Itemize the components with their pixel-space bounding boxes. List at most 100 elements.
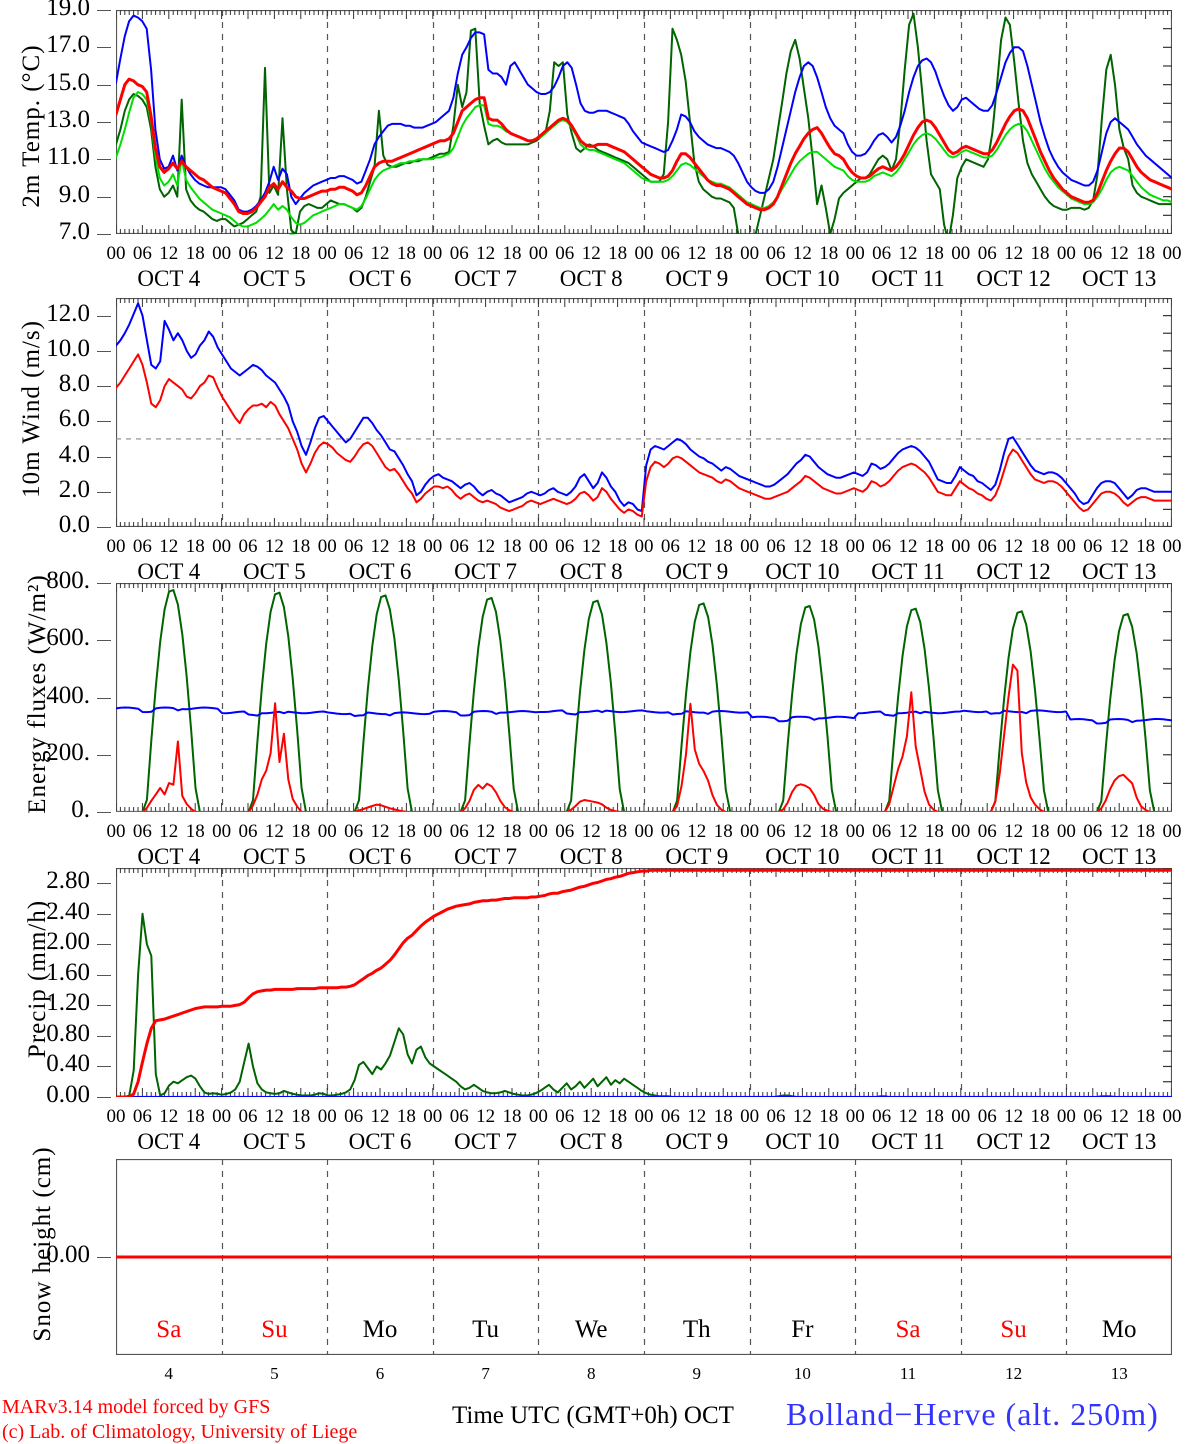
hour-tick-label: 18 — [819, 1106, 839, 1127]
hour-tick-label: 00 — [634, 1106, 654, 1127]
y-tick-mark — [97, 812, 111, 813]
hour-tick-label: 18 — [608, 1106, 628, 1127]
hour-tick-label: 18 — [608, 536, 628, 557]
y-tick-mark — [97, 697, 111, 699]
weekday-label: Sa — [156, 1316, 182, 1343]
hour-tick-label: 12 — [264, 536, 284, 557]
y-tick-mark — [97, 47, 111, 49]
y-tick-mark — [97, 913, 111, 915]
hour-tick-label: 00 — [845, 821, 865, 842]
hour-tick-label: 18 — [1136, 1106, 1156, 1127]
y-tick-label: 1.20 — [46, 989, 90, 1017]
hour-tick-label: 12 — [476, 536, 496, 557]
weekday-label: Th — [682, 1316, 711, 1343]
hour-tick-label: 00 — [212, 821, 232, 842]
date-tick-label: OCT 9 — [665, 266, 729, 291]
date-tick-label: OCT 8 — [559, 559, 623, 584]
hour-tick-label: 18 — [291, 536, 311, 557]
hour-tick-label: 18 — [608, 243, 628, 264]
hour-tick-label: 06 — [344, 243, 364, 264]
y-tick-mark — [97, 883, 111, 885]
hour-tick-label: 00 — [740, 243, 760, 264]
hour-tick-label: 00 — [1162, 1106, 1182, 1127]
weekday-label: Mo — [362, 1316, 398, 1343]
hour-tick-label: 12 — [1109, 243, 1129, 264]
hour-tick-label: 18 — [502, 1106, 522, 1127]
hour-tick-label: 18 — [502, 536, 522, 557]
y-tick-mark — [97, 456, 111, 458]
hour-tick-label: 06 — [238, 536, 258, 557]
hour-tick-label: 18 — [185, 536, 205, 557]
hour-tick-label: 06 — [977, 243, 997, 264]
date-tick-label: OCT 7 — [454, 266, 518, 291]
day-number-label: 9 — [692, 1364, 702, 1383]
y-tick-label: 11.0 — [47, 143, 90, 171]
y-tick-label: 0.00 — [46, 1081, 90, 1108]
hour-tick-label: 00 — [1056, 1106, 1076, 1127]
date-tick-label: OCT 10 — [765, 559, 840, 584]
hour-tick-label: 00 — [317, 1106, 337, 1127]
energy-plot — [116, 583, 1172, 812]
hour-tick-label: 18 — [1136, 243, 1156, 264]
hour-tick-label: 06 — [238, 821, 258, 842]
hour-tick-label: 06 — [660, 821, 680, 842]
hour-tick-label: 00 — [1056, 536, 1076, 557]
hour-tick-label: 12 — [898, 821, 918, 842]
date-tick-label: OCT 11 — [871, 1129, 945, 1154]
hour-tick-label: 12 — [581, 821, 601, 842]
hour-tick-label: 12 — [476, 821, 496, 842]
panel-temperature: 2m Temp. (°C) 19.0 17.0 15.0 13.0 11.0 9.0 7.0… — [0, 0, 1194, 291]
hour-tick-label: 06 — [132, 243, 152, 264]
hour-tick-label: 12 — [898, 243, 918, 264]
y-tick-label: 19.0 — [46, 0, 90, 21]
date-tick-label: OCT 10 — [765, 266, 840, 291]
hour-tick-label: 00 — [212, 536, 232, 557]
y-tick-label: 7.0 — [58, 218, 90, 245]
hour-tick-label: 18 — [1030, 821, 1050, 842]
day-number-label: 5 — [270, 1364, 279, 1383]
hour-tick-label: 18 — [1136, 821, 1156, 842]
panel-energy-fluxes: Energy fluxes (W/m²) 800. 600. 400. 200. 0. … — [0, 567, 1194, 869]
date-tick-label: OCT 5 — [242, 844, 306, 869]
hour-tick-label: 06 — [872, 243, 892, 264]
hour-tick-label: 12 — [792, 243, 812, 264]
hour-tick-label: 12 — [581, 243, 601, 264]
hour-tick-label: 18 — [1136, 536, 1156, 557]
y-tick-mark — [97, 421, 111, 423]
day-number-label: 6 — [375, 1364, 385, 1383]
y-tick-label: 15.0 — [46, 68, 90, 96]
hour-tick-label: 00 — [106, 243, 126, 264]
y-tick-label: 400. — [46, 681, 90, 709]
snow-plot — [116, 1159, 1172, 1355]
hour-tick-label: 00 — [106, 1106, 126, 1127]
hour-tick-label: 06 — [1083, 1106, 1103, 1127]
hour-tick-label: 00 — [528, 821, 548, 842]
date-tick-label: OCT 11 — [871, 266, 945, 291]
hour-tick-label: 12 — [1004, 1106, 1024, 1127]
hour-tick-label: 12 — [476, 1106, 496, 1127]
hour-tick-label: 06 — [660, 243, 680, 264]
hour-tick-label: 12 — [687, 536, 707, 557]
y-tick-label: 0.80 — [46, 1019, 90, 1047]
date-tick-label: OCT 9 — [665, 1129, 729, 1154]
y-tick-label: 17.0 — [46, 31, 90, 59]
y-tick-label: 0.00 — [46, 1241, 90, 1268]
date-tick-label: OCT 12 — [976, 844, 1051, 869]
hour-tick-label: 12 — [159, 243, 179, 264]
hour-tick-label: 00 — [317, 821, 337, 842]
y-tick-mark — [97, 84, 111, 86]
y-tick-label: 2.00 — [46, 928, 90, 956]
hour-tick-label: 18 — [396, 821, 416, 842]
hour-tick-label: 00 — [634, 821, 654, 842]
weekday-label: Sa — [895, 1316, 921, 1343]
date-tick-label: OCT 4 — [137, 1129, 201, 1154]
hour-tick-label: 00 — [423, 821, 443, 842]
day-number-label: 4 — [164, 1364, 174, 1383]
y-tick-mark — [97, 640, 111, 642]
hour-tick-label: 12 — [1004, 821, 1024, 842]
y-tick-mark — [97, 159, 111, 161]
y-tick-mark — [97, 527, 111, 528]
date-tick-label: OCT 9 — [665, 844, 729, 869]
weekday-label: Su — [261, 1316, 288, 1343]
hour-tick-label: 18 — [924, 1106, 944, 1127]
